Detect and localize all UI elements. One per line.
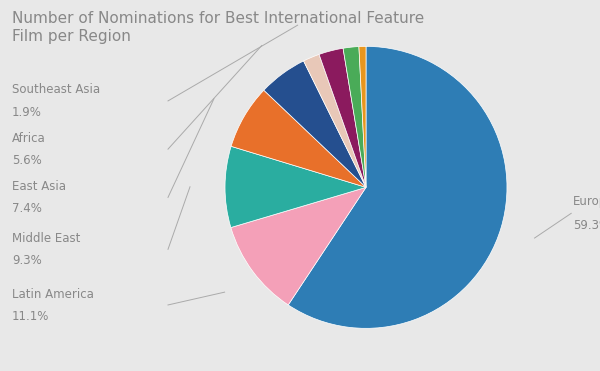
- Text: 1.9%: 1.9%: [12, 106, 42, 119]
- Text: Europe: Europe: [573, 195, 600, 208]
- Wedge shape: [225, 146, 366, 227]
- Wedge shape: [304, 55, 366, 187]
- Text: 7.4%: 7.4%: [12, 202, 42, 215]
- Wedge shape: [231, 187, 366, 305]
- Wedge shape: [231, 90, 366, 187]
- Text: Number of Nominations for Best International Feature
Film per Region: Number of Nominations for Best Internati…: [12, 11, 424, 43]
- Text: Africa: Africa: [12, 132, 46, 145]
- Wedge shape: [288, 46, 507, 328]
- Wedge shape: [319, 48, 366, 187]
- Wedge shape: [343, 46, 366, 187]
- Text: Latin America: Latin America: [12, 288, 94, 301]
- Text: 11.1%: 11.1%: [12, 310, 49, 323]
- Text: East Asia: East Asia: [12, 180, 66, 193]
- Text: Southeast Asia: Southeast Asia: [12, 83, 100, 96]
- Wedge shape: [264, 61, 366, 187]
- Text: 5.6%: 5.6%: [12, 154, 42, 167]
- Text: 9.3%: 9.3%: [12, 254, 42, 267]
- Text: Middle East: Middle East: [12, 232, 80, 245]
- Text: 59.3%: 59.3%: [573, 219, 600, 232]
- Wedge shape: [359, 46, 366, 187]
